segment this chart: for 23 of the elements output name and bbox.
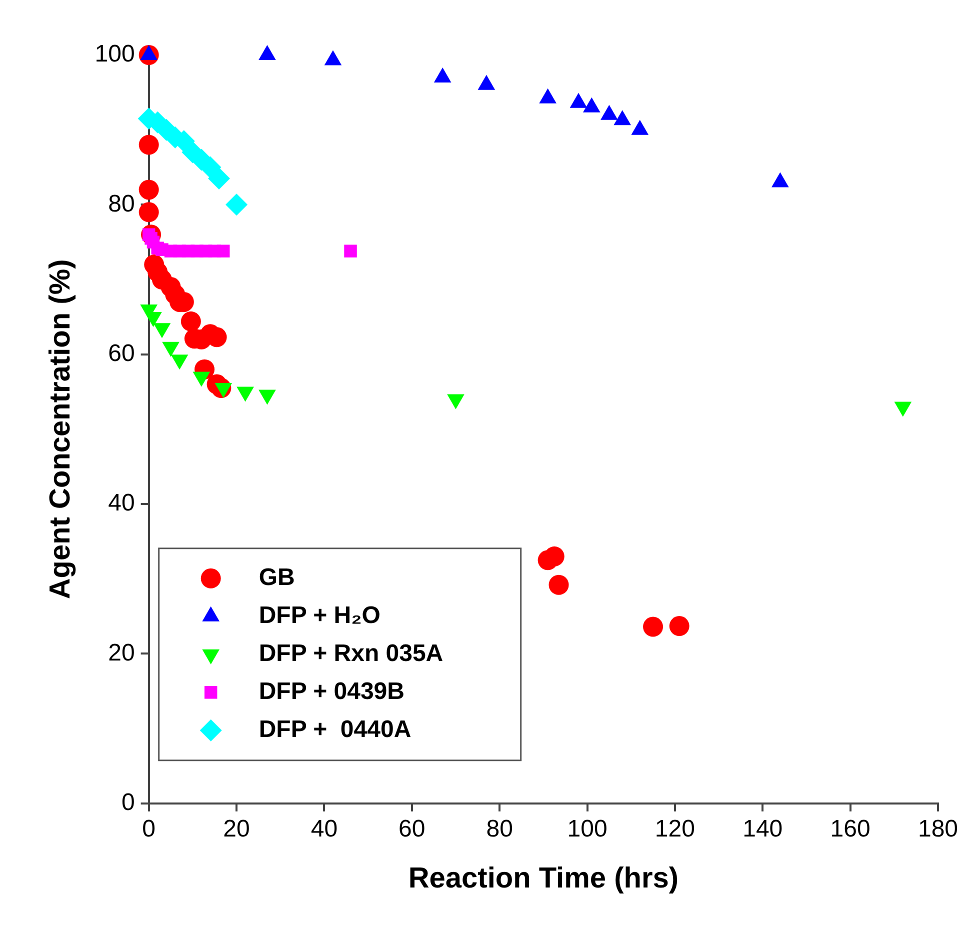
y-tick-label: 40 — [108, 490, 135, 517]
y-axis-title: Agent Concentration (%) — [44, 259, 76, 600]
x-tick-label: 120 — [654, 815, 695, 842]
x-tick-label: 20 — [223, 815, 250, 842]
x-tick-label: 180 — [918, 815, 958, 842]
x-tick-label: 0 — [142, 815, 156, 842]
x-tick-label: 40 — [310, 815, 338, 842]
x-tick-label: 60 — [398, 815, 426, 842]
y-tick-label: 0 — [121, 789, 135, 816]
legend-label: DFP + 0440A — [258, 716, 412, 744]
x-axis-title: Reaction Time (hrs) — [408, 862, 679, 895]
legend-label: DFP + 0439B — [258, 678, 404, 706]
x-tick-label: 80 — [486, 815, 513, 842]
x-tick-label: 140 — [742, 815, 783, 842]
x-tick-label: 160 — [830, 815, 870, 842]
y-tick-label: 20 — [108, 639, 135, 666]
legend-label: DFP + Rxn 035A — [258, 640, 444, 668]
x-tick-label: 100 — [567, 815, 608, 842]
y-tick-label: 100 — [94, 40, 135, 68]
y-tick-label: 60 — [108, 340, 135, 367]
legend-label: GB — [258, 564, 295, 592]
legend-label: DFP + H₂O — [258, 602, 380, 630]
y-tick-label: 80 — [108, 190, 135, 218]
